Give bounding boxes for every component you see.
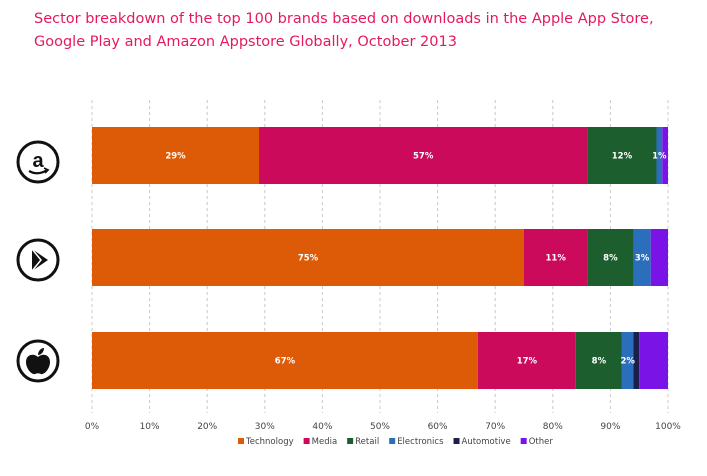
- x-tick-label: 90%: [600, 422, 620, 432]
- x-tick-label: 30%: [255, 422, 275, 432]
- data-label: 8%: [603, 254, 618, 264]
- bar-segment-electronics: [633, 229, 651, 286]
- legend-swatch: [303, 438, 310, 444]
- bar-segment-technology: [92, 229, 524, 286]
- data-label: 8%: [592, 357, 607, 367]
- bar-segments: [92, 127, 668, 389]
- legend-swatch: [520, 438, 527, 444]
- x-tick-label: 40%: [312, 422, 332, 432]
- legend-label: Electronics: [397, 437, 444, 447]
- chart-title: Sector breakdown of the top 100 brands b…: [34, 11, 654, 50]
- segment-labels: 29% 57% 12% 1% 75% 11% 8% 3% 67% 17% 8% 2%: [165, 152, 667, 367]
- data-label: 75%: [298, 254, 319, 264]
- bar-segment-other: [662, 127, 668, 184]
- bar-segment-retail: [587, 127, 657, 184]
- x-tick-label: 80%: [543, 422, 563, 432]
- data-label: 29%: [165, 152, 186, 162]
- data-label: 17%: [517, 357, 538, 367]
- x-tick-label: 50%: [370, 422, 390, 432]
- data-label: 3%: [635, 254, 650, 264]
- google-play-logo-icon: [16, 238, 60, 282]
- x-tick-label: 0%: [85, 422, 100, 432]
- bar-segment-electronics: [621, 332, 634, 389]
- apple-logo-icon: [16, 339, 60, 383]
- bar-segment-automotive: [633, 332, 640, 389]
- bar-segment-retail: [575, 332, 622, 389]
- data-label: 1%: [652, 152, 667, 162]
- svg-text:a: a: [32, 150, 44, 172]
- data-label: 2%: [620, 357, 635, 367]
- bar-segment-other: [639, 332, 668, 389]
- bar-segment-other: [650, 229, 668, 286]
- legend-swatch: [238, 438, 244, 444]
- bar-segment-retail: [587, 229, 634, 286]
- bar-segment-electronics: [656, 127, 663, 184]
- x-tick-label: 60%: [428, 422, 448, 432]
- data-label: 67%: [275, 357, 296, 367]
- x-tick-label: 100%: [655, 422, 681, 432]
- bar-segment-media: [259, 127, 588, 184]
- bar-segment-technology: [92, 332, 478, 389]
- legend-label: Media: [312, 437, 338, 447]
- bar-segment-media: [524, 229, 588, 286]
- x-tick-label: 70%: [485, 422, 505, 432]
- bar-segment-media: [477, 332, 576, 389]
- legend-label: Retail: [355, 437, 379, 447]
- data-label: 12%: [612, 152, 633, 162]
- x-tick-label: 10%: [140, 422, 160, 432]
- legend-label: Other: [529, 437, 554, 447]
- legend-swatch: [347, 438, 354, 444]
- legend-swatch: [453, 438, 460, 444]
- legend: Technology Media Retail Electronics Automoti…: [238, 437, 553, 447]
- legend-swatch: [389, 438, 396, 444]
- data-label: 11%: [546, 254, 567, 264]
- bar-segment-technology: [92, 127, 260, 184]
- x-axis-ticks: 0% 10% 20% 30% 40% 50% 60% 70% 80% 90% 100%: [85, 422, 681, 432]
- legend-label: Technology: [245, 437, 294, 447]
- amazon-logo-icon: a: [16, 140, 60, 184]
- x-tick-label: 20%: [197, 422, 217, 432]
- data-label: 57%: [413, 152, 434, 162]
- legend-label: Automotive: [462, 437, 511, 447]
